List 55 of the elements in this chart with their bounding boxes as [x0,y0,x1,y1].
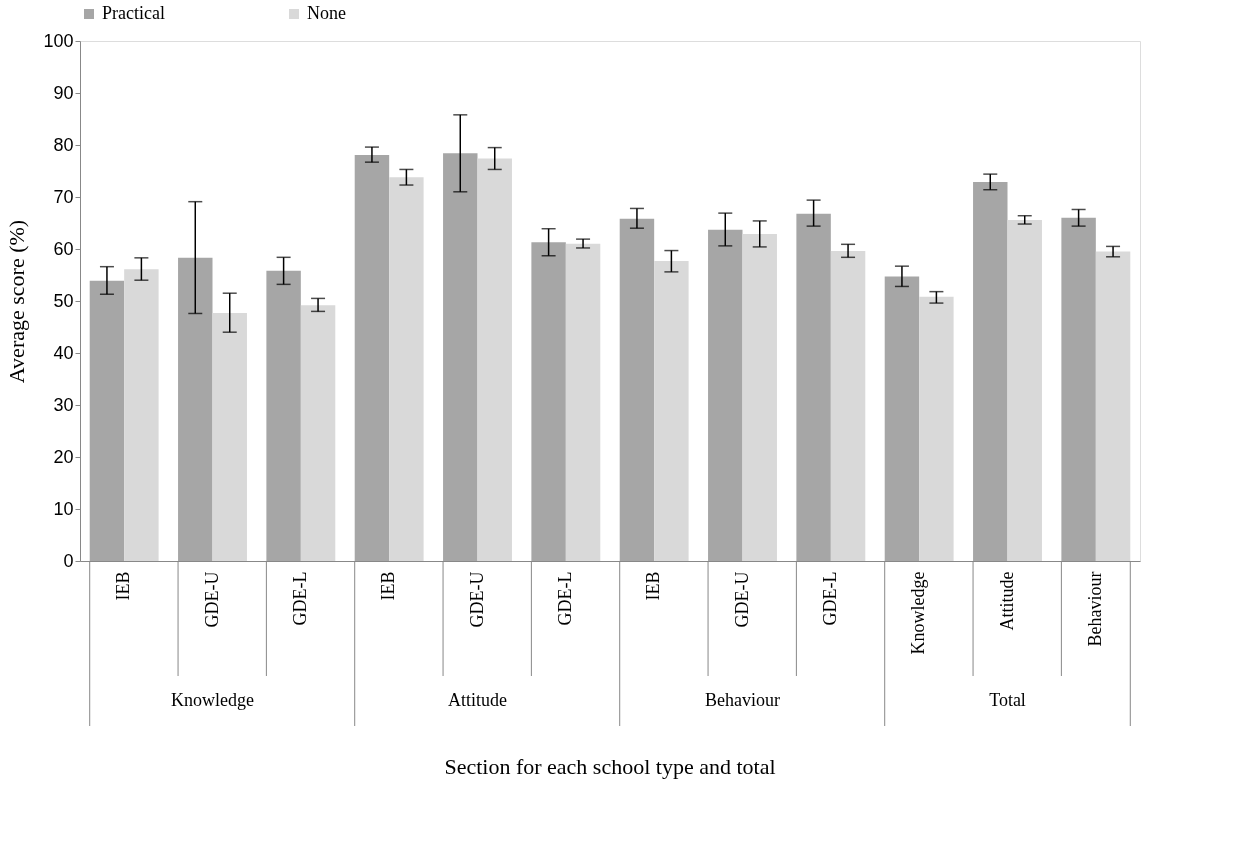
y-tick-label: 80 [53,134,74,155]
bar [742,233,777,561]
bar [830,251,866,561]
y-axis-title: Average score (%) [4,219,30,384]
bar [212,312,247,561]
x-axis-title: Section for each school type and total [444,753,776,779]
bar [708,229,743,561]
bar [89,280,125,561]
bar [531,242,566,561]
bar [919,296,954,561]
y-tick-label: 10 [53,498,74,519]
bar [266,270,301,561]
x-tick-label: Behaviour [1084,571,1105,647]
y-tick-label: 30 [53,394,74,415]
y-tick-label: 100 [43,30,74,51]
x-tick-label: GDE-U [201,571,222,628]
bar [1095,251,1131,561]
bar [973,181,1008,561]
x-tick-label: GDE-U [731,571,752,628]
text: Behaviour [705,690,780,710]
bar [300,305,336,561]
y-tick-label: 90 [53,82,74,103]
y-tick-label: 50 [53,290,74,311]
legend-label: Practical [102,3,165,23]
y-tick-label: 0 [63,550,74,571]
bar [619,218,655,561]
bar [389,177,424,561]
bar [1007,219,1042,561]
bar [178,257,213,561]
x-tick-label: GDE-L [554,571,575,626]
bar [354,154,390,561]
text: Knowledge [171,690,254,710]
x-tick-label: GDE-U [466,571,487,628]
x-tick-label: GDE-L [289,571,310,626]
bar [124,269,159,561]
bar [443,153,478,561]
x-tick-label: Knowledge [908,571,929,655]
y-tick-label: 60 [53,238,74,259]
y-tick-label: 20 [53,446,74,467]
bar [796,213,831,561]
x-tick-label: IEB [113,571,134,601]
y-tick-label: 70 [53,186,74,207]
text: Total [989,690,1026,710]
bar [477,158,512,561]
x-tick-label: IEB [643,571,664,601]
text: Attitude [448,690,507,710]
legend-label: None [307,3,346,23]
bar [565,243,601,561]
y-tick-label: 40 [53,342,74,363]
x-tick-label: Attitude [996,571,1017,631]
bar [884,276,920,561]
bar [1061,217,1096,561]
bar [654,260,689,561]
x-tick-label: IEB [378,571,399,601]
x-tick-label: GDE-L [819,571,840,626]
